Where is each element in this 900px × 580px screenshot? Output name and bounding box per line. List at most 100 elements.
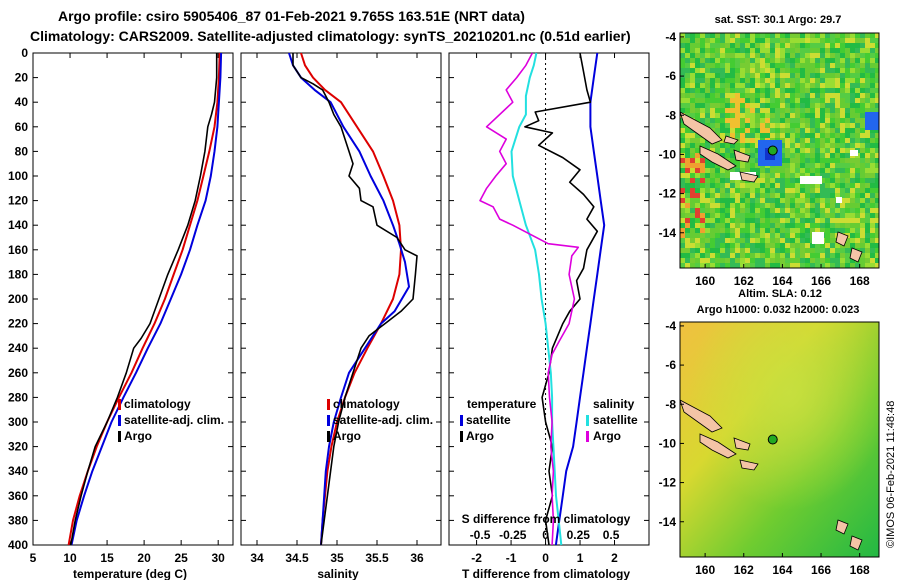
sst-cell <box>840 118 845 123</box>
sst-cell <box>850 238 855 243</box>
sst-cell <box>785 123 790 128</box>
sst-cell <box>875 68 879 73</box>
sst-cell <box>825 173 830 178</box>
sst-cell <box>710 263 715 268</box>
sst-cell <box>830 108 835 113</box>
sst-cell <box>760 113 765 118</box>
sst-cell <box>775 173 780 178</box>
sst-cell <box>820 128 825 133</box>
sst-cell <box>775 213 780 218</box>
sst-cell <box>830 168 835 173</box>
sst-cell <box>720 103 725 108</box>
sst-cell <box>680 83 685 88</box>
sst-cell <box>715 193 720 198</box>
sst-cell <box>795 248 800 253</box>
sst-land <box>680 111 863 263</box>
sst-cell <box>865 158 870 163</box>
sst-cell <box>840 258 845 263</box>
sst-cell <box>730 88 735 93</box>
sst-cell <box>810 93 815 98</box>
sst-cell <box>860 228 865 233</box>
sst-cell <box>720 193 725 198</box>
sst-cell <box>820 173 825 178</box>
sst-cell <box>840 123 845 128</box>
sst-cell <box>800 218 805 223</box>
sst-cell <box>865 208 870 213</box>
sst-cell <box>790 103 795 108</box>
sst-cell <box>700 193 705 198</box>
sst-cell <box>870 93 875 98</box>
sst-cell <box>780 93 785 98</box>
sst-cell <box>695 68 700 73</box>
sst-cell <box>770 98 775 103</box>
sst-cell <box>755 58 760 63</box>
x-tick-label: 20 <box>137 551 151 565</box>
sst-cell <box>815 83 820 88</box>
sst-cell <box>760 238 765 243</box>
sst-cell <box>865 233 870 238</box>
sst-cell <box>825 218 830 223</box>
sst-cell <box>705 178 710 183</box>
sst-cell <box>845 113 850 118</box>
sst-cell <box>765 218 770 223</box>
sst-cell <box>715 238 720 243</box>
sst-cell <box>680 208 685 213</box>
sst-cell <box>705 118 710 123</box>
sst-cell <box>710 73 715 78</box>
sst-cell <box>785 173 790 178</box>
sst-cell <box>735 233 740 238</box>
sst-cell <box>830 153 835 158</box>
sst-cell <box>870 208 875 213</box>
sst-cell <box>755 243 760 248</box>
sst-cell <box>825 143 830 148</box>
sst-cell <box>775 233 780 238</box>
sst-cell <box>830 253 835 258</box>
sst-cell <box>830 103 835 108</box>
sst-cell <box>870 203 875 208</box>
sst-cell <box>720 148 725 153</box>
sst-cell <box>805 183 810 188</box>
sst-cell <box>830 213 835 218</box>
x-tick-label: 30 <box>212 551 226 565</box>
sst-cell <box>700 58 705 63</box>
sst-cell <box>725 108 730 113</box>
sst-cell <box>680 123 685 128</box>
sst-cell <box>690 33 695 38</box>
sst-cell <box>860 33 865 38</box>
sst-cell <box>770 83 775 88</box>
sst-cell <box>875 133 879 138</box>
sst-cell <box>860 58 865 63</box>
sst-cell <box>810 108 815 113</box>
sst-cell <box>750 238 755 243</box>
sst-cell <box>820 228 825 233</box>
sst-cell <box>780 238 785 243</box>
sst-cell <box>820 178 825 183</box>
sst-cell <box>770 108 775 113</box>
sst-cell <box>725 53 730 58</box>
sst-cell <box>790 113 795 118</box>
sst-cell <box>830 133 835 138</box>
sst-cell <box>710 63 715 68</box>
sst-cell <box>730 178 735 183</box>
sst-cell <box>735 53 740 58</box>
sst-cell <box>690 178 695 183</box>
sst-cell <box>695 258 700 263</box>
sst-cell <box>875 248 879 253</box>
sst-cell <box>680 183 685 188</box>
sst-cell <box>850 213 855 218</box>
sst-cell <box>720 58 725 63</box>
sst-cell <box>760 58 765 63</box>
sst-cell <box>745 258 750 263</box>
sst-cell <box>815 93 820 98</box>
sst-cell <box>700 233 705 238</box>
sst-cell <box>860 233 865 238</box>
sst-cell <box>785 153 790 158</box>
sst-cell <box>785 63 790 68</box>
sst-cell <box>860 223 865 228</box>
sst-cell <box>865 78 870 83</box>
sst-cell <box>790 163 795 168</box>
sst-cell <box>790 258 795 263</box>
sst-map <box>680 33 879 268</box>
sst-cell <box>785 238 790 243</box>
sst-cell <box>770 63 775 68</box>
